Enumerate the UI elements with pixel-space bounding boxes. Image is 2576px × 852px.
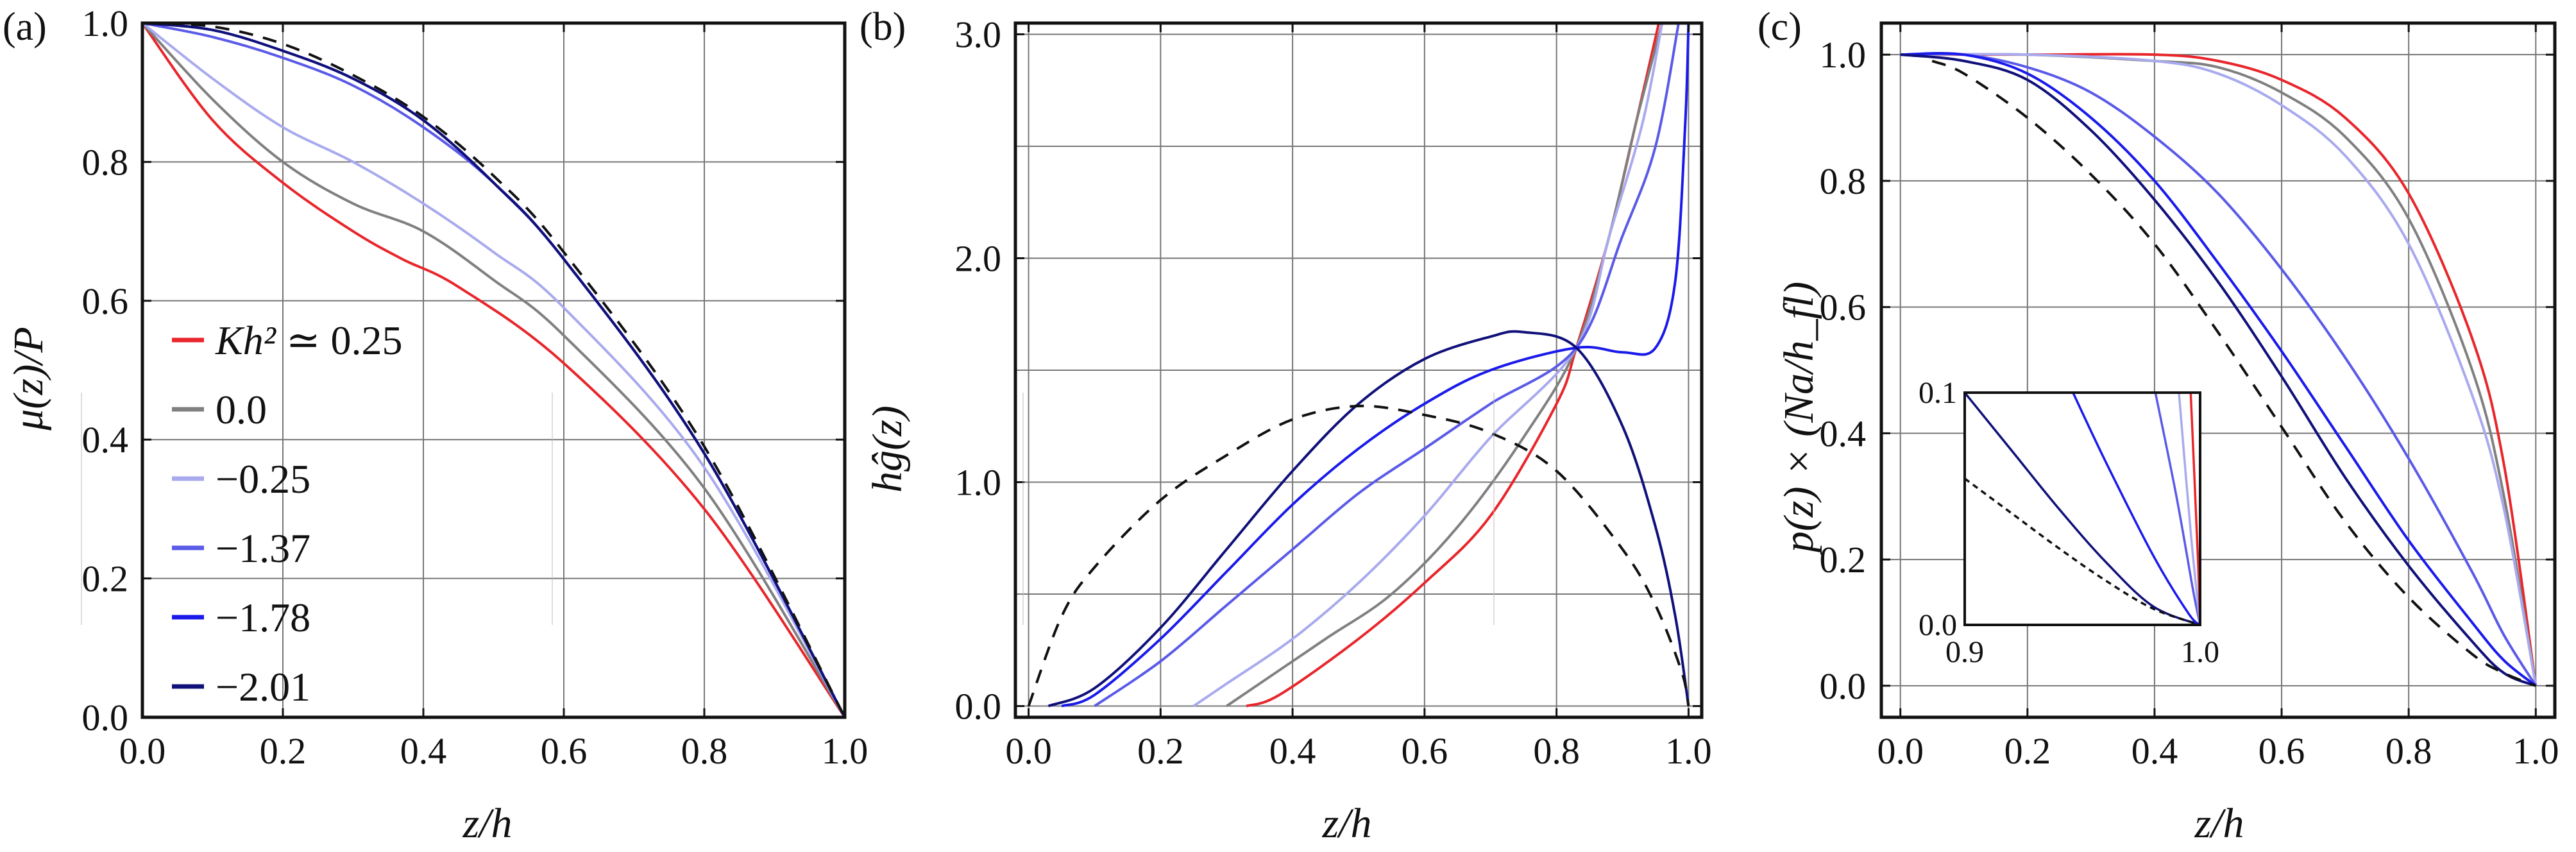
x-tick-label: 0.6 <box>541 730 588 772</box>
x-tick-label: 0.2 <box>1137 730 1184 772</box>
legend-value: 0.25 <box>331 318 403 363</box>
panel-b-tag: (b) <box>860 5 906 49</box>
series-line <box>1246 23 1661 708</box>
y-tick-label: 2.0 <box>955 237 1002 279</box>
y-tick-label: 0.0 <box>82 697 129 738</box>
y-tick-label: 3.0 <box>955 13 1002 55</box>
x-tick-label: 0.4 <box>2131 730 2178 772</box>
y-tick-label: 0.6 <box>1820 287 1867 328</box>
series-line <box>1900 53 2538 686</box>
panel-b: 0.0 0.2 0.4 0.6 0.8 1.0 0.0 1.0 2.0 3.0 (b) z/h h… <box>860 5 1712 847</box>
legend-label: −0.25 <box>216 456 310 502</box>
x-tick-label: 0.2 <box>260 730 307 772</box>
series-line <box>142 23 845 717</box>
y-tick-label: 0.1 <box>1919 376 1957 410</box>
y-tick-label: 0.4 <box>82 419 129 461</box>
y-tick-label: 0.4 <box>1820 413 1867 454</box>
series-line <box>1061 23 1690 708</box>
series-line <box>1900 52 2537 686</box>
panel-c: 0.0 0.2 0.4 0.6 0.8 1.0 0.0 0.2 0.4 0.6 0.8 1.0 (c)… <box>81 5 2559 847</box>
legend-title-prefix: Kh² ≃ <box>215 318 331 363</box>
reference-curve <box>1965 477 2200 625</box>
x-tick-label: 0.9 <box>1945 635 1984 669</box>
x-tick-label: 0.0 <box>1005 730 1052 772</box>
series-line <box>1900 53 2537 687</box>
x-tick-label: 0.6 <box>1402 730 1448 772</box>
reference-curve <box>1931 60 2537 687</box>
series-line <box>142 23 845 717</box>
reference-curve <box>1027 404 1690 707</box>
y-tick-label: 1.0 <box>955 462 1002 504</box>
panel-c-tag: (c) <box>1758 5 1802 49</box>
x-tick-label: 1.0 <box>822 730 869 772</box>
inset: 0.9 1.0 0.0 0.1 <box>81 376 2219 669</box>
panel-a-xlabel: z/h <box>462 800 512 847</box>
y-tick-label: 0.0 <box>955 686 1002 728</box>
panel-a: 0.0 0.2 0.4 0.6 0.8 1.0 0.0 0.2 0.4 0.6 0.8 1.0 (a)… <box>3 3 868 847</box>
series-line <box>1047 330 1690 708</box>
series-line <box>2072 393 2200 625</box>
legend: Kh² ≃ 0.25 0.0 −0.25 −1.37 −1.78 −2.01 <box>172 318 403 710</box>
y-tick-label: 0.2 <box>82 558 129 600</box>
legend-label: 0.0 <box>216 387 267 432</box>
panel-c-xlabel: z/h <box>2194 800 2244 847</box>
panel-a-tag: (a) <box>3 5 47 49</box>
x-tick-label: 0.2 <box>2004 730 2051 772</box>
reference-curve <box>142 23 845 717</box>
series-line <box>1192 23 1664 708</box>
series-line <box>142 23 845 717</box>
y-tick-label: 0.0 <box>1919 608 1957 642</box>
series-line <box>142 23 845 717</box>
x-tick-label: 0.0 <box>119 730 166 772</box>
panel-c-ylabel: p(z) × (Na/h_fl) <box>1775 282 1822 555</box>
series-line <box>1226 23 1664 708</box>
x-tick-label: 0.6 <box>2258 730 2305 772</box>
panel-b-ylabel: hĝ(z) <box>864 405 911 493</box>
y-tick-label: 1.0 <box>1820 34 1867 76</box>
legend-label: −1.37 <box>216 525 310 571</box>
series-line <box>1900 53 2538 686</box>
series-line <box>1965 393 2200 625</box>
x-tick-label: 0.8 <box>1533 730 1580 772</box>
legend-label: −2.01 <box>216 664 310 710</box>
panel-b-xlabel: z/h <box>1321 800 1371 847</box>
series-line <box>1900 52 2537 687</box>
x-tick-label: 1.0 <box>2181 635 2219 669</box>
y-tick-label: 0.2 <box>1820 539 1867 581</box>
panel-a-ylabel: μ(z)/P <box>5 327 52 430</box>
y-tick-label: 0.8 <box>1820 160 1867 202</box>
legend-label: Kh² ≃ 0.25 <box>215 318 403 363</box>
x-tick-label: 1.0 <box>2512 730 2559 772</box>
x-tick-label: 1.0 <box>1665 730 1712 772</box>
x-tick-label: 0.8 <box>681 730 728 772</box>
y-tick-label: 0.0 <box>1820 665 1867 707</box>
series-line <box>2154 393 2200 625</box>
series-line <box>2178 393 2200 625</box>
y-tick-label: 0.6 <box>82 280 129 322</box>
y-tick-label: 1.0 <box>82 3 129 44</box>
series-line <box>1094 23 1680 708</box>
x-tick-label: 0.8 <box>2385 730 2432 772</box>
y-tick-label: 0.8 <box>82 141 129 183</box>
x-tick-label: 0.4 <box>1269 730 1316 772</box>
x-tick-label: 0.4 <box>400 730 447 772</box>
x-tick-label: 0.0 <box>1877 730 1924 772</box>
legend-label: −1.78 <box>216 595 310 640</box>
